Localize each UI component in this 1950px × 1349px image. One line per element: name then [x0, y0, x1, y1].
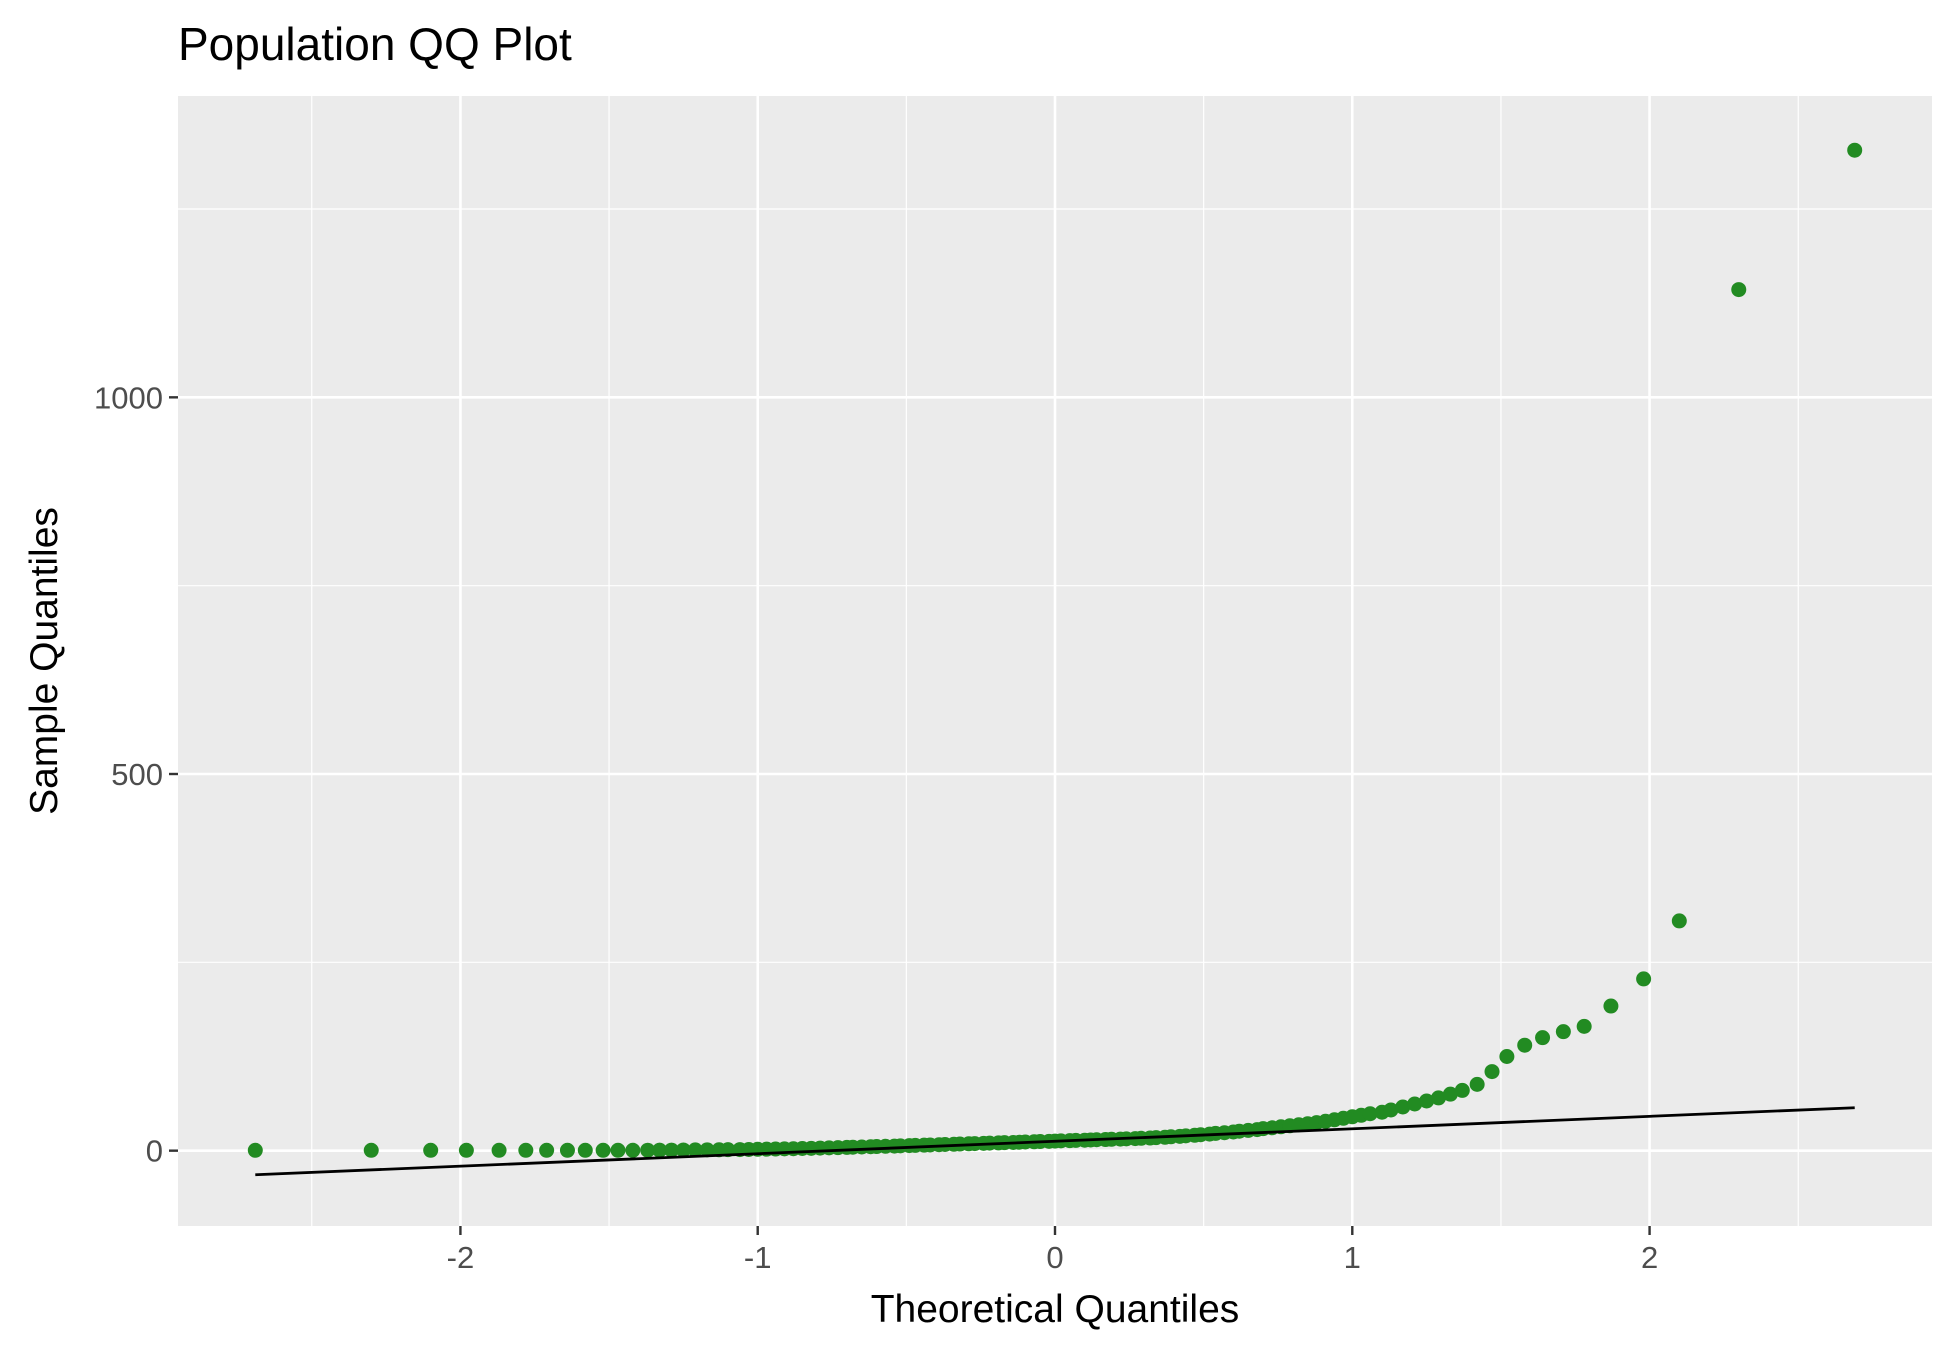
data-point	[1517, 1037, 1533, 1053]
data-point	[1419, 1093, 1435, 1109]
data-point	[577, 1142, 593, 1158]
y-tick-label: 1000	[94, 380, 163, 415]
x-tick-label: -1	[744, 1240, 772, 1275]
data-point	[1731, 282, 1747, 298]
x-tick-label: -2	[447, 1240, 475, 1275]
data-point	[1395, 1099, 1411, 1115]
data-point	[1576, 1018, 1592, 1034]
chart-title: Population QQ Plot	[178, 18, 572, 70]
data-point	[640, 1142, 656, 1158]
data-point	[1847, 142, 1863, 158]
x-tick-label: 0	[1046, 1240, 1063, 1275]
data-point	[1454, 1082, 1470, 1098]
data-point	[675, 1142, 691, 1158]
data-point	[559, 1142, 575, 1158]
data-point	[539, 1142, 555, 1158]
data-point	[1499, 1049, 1515, 1064]
grid-lines	[178, 96, 1932, 1226]
data-point	[1603, 998, 1619, 1014]
data-point	[1362, 1106, 1378, 1122]
data-point	[663, 1142, 679, 1158]
x-tick-label: 2	[1641, 1240, 1658, 1275]
data-point	[625, 1142, 641, 1158]
y-tick-label: 0	[146, 1134, 163, 1169]
data-point	[491, 1142, 507, 1158]
reference-line-group	[255, 1106, 1855, 1177]
data-point	[1407, 1096, 1423, 1112]
data-point	[1442, 1086, 1458, 1102]
data-point	[687, 1142, 703, 1158]
x-tick-label: 1	[1344, 1240, 1361, 1275]
y-axis: 0 500 1000	[94, 380, 178, 1169]
data-point	[652, 1142, 668, 1158]
data-point	[1636, 971, 1652, 987]
x-axis: -2 -1 0 1 2	[447, 1226, 1658, 1275]
data-point	[699, 1142, 715, 1158]
data-point	[458, 1142, 474, 1158]
reference-line	[255, 1106, 1855, 1177]
data-point	[423, 1142, 439, 1158]
data-point	[1383, 1102, 1399, 1118]
y-axis-title: Sample Quantiles	[23, 507, 66, 815]
data-point	[595, 1142, 611, 1158]
data-point	[1469, 1076, 1485, 1092]
data-point	[363, 1142, 379, 1158]
data-point	[1535, 1030, 1551, 1046]
data-point	[1555, 1024, 1571, 1040]
data-point	[1671, 913, 1687, 929]
data-point	[610, 1142, 626, 1158]
x-axis-title: Theoretical Quantiles	[871, 1288, 1240, 1331]
data-point	[1484, 1064, 1500, 1080]
data-point	[518, 1142, 534, 1158]
y-tick-label: 500	[111, 757, 163, 792]
data-point	[247, 1142, 263, 1158]
data-point	[1431, 1090, 1447, 1106]
